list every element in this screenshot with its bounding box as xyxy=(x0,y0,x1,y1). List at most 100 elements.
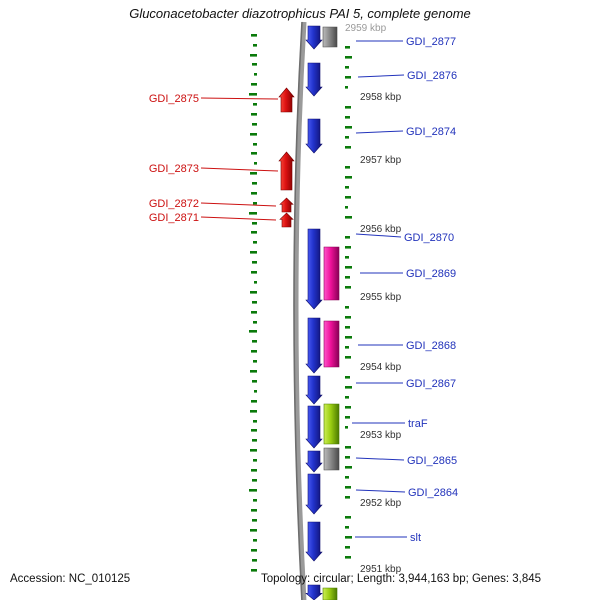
gene-glyph-GDI_2864[interactable] xyxy=(305,473,323,515)
gene-label-GDI_2873[interactable]: GDI_2873 xyxy=(149,163,199,175)
gene-label-line xyxy=(200,216,277,221)
genome-backbone-edge xyxy=(293,21,303,600)
gene-label-line xyxy=(355,233,402,238)
tick-mark xyxy=(254,281,257,284)
gene-glyph-GDI_2874[interactable] xyxy=(305,118,323,154)
gene-label-GDI_2868[interactable]: GDI_2868 xyxy=(406,340,456,352)
tick-mark xyxy=(250,133,257,136)
tick-mark xyxy=(252,519,257,522)
gene-glyph-GDI_2868[interactable] xyxy=(305,317,323,374)
gene-glyph-GDI_2872[interactable] xyxy=(279,197,294,213)
tick-mark xyxy=(249,330,257,333)
tick-mark xyxy=(345,136,349,139)
tick-mark xyxy=(253,420,257,423)
tick-mark xyxy=(345,106,351,109)
gene-label-traF[interactable]: traF xyxy=(408,418,428,430)
ruler-label: 2954 kbp xyxy=(360,362,402,373)
gene-label-GDI_2869[interactable]: GDI_2869 xyxy=(406,268,456,280)
ruler-label: 2958 kbp xyxy=(360,92,402,103)
tick-mark xyxy=(252,222,257,225)
tick-mark xyxy=(345,456,350,459)
tick-mark xyxy=(253,103,257,106)
gene-glyph[interactable] xyxy=(323,403,340,445)
gene-glyph-slt[interactable] xyxy=(305,521,323,562)
tick-mark xyxy=(345,266,352,269)
tick-mark xyxy=(251,113,257,116)
tick-mark xyxy=(345,186,349,189)
gene-glyph-GDI_2869[interactable] xyxy=(323,246,340,301)
tick-mark xyxy=(252,380,257,383)
gene-label-GDI_2867[interactable]: GDI_2867 xyxy=(406,378,456,390)
gene-glyph[interactable] xyxy=(305,584,323,600)
tick-mark xyxy=(251,34,257,37)
tick-mark xyxy=(253,360,257,363)
tick-mark xyxy=(251,83,257,86)
tick-mark xyxy=(345,376,350,379)
gene-glyph-GDI_2867[interactable] xyxy=(305,375,323,405)
tick-mark xyxy=(249,212,257,215)
gene-label-GDI_2876[interactable]: GDI_2876 xyxy=(407,70,457,82)
tick-mark xyxy=(345,406,351,409)
tick-mark xyxy=(345,126,352,129)
tick-mark xyxy=(345,516,351,519)
ruler-label: 2959 kbp xyxy=(345,23,387,34)
gene-label-GDI_2870[interactable]: GDI_2870 xyxy=(404,232,454,244)
tick-mark xyxy=(250,54,257,57)
tick-mark xyxy=(345,246,351,249)
tick-mark xyxy=(251,350,257,353)
tick-mark xyxy=(345,556,351,559)
gene-label-line xyxy=(355,489,406,493)
tick-mark xyxy=(345,546,350,549)
tick-mark xyxy=(345,56,352,59)
gene-label-GDI_2871[interactable]: GDI_2871 xyxy=(149,212,199,224)
gene-glyph-GDI_2873[interactable] xyxy=(278,151,295,191)
gene-label-GDI_2874[interactable]: GDI_2874 xyxy=(406,126,456,138)
tick-mark xyxy=(251,429,257,432)
tick-mark xyxy=(345,256,349,259)
tick-mark xyxy=(252,479,257,482)
gene-label-GDI_2865[interactable]: GDI_2865 xyxy=(407,455,457,467)
gene-glyph[interactable] xyxy=(305,25,323,50)
gene-glyph-GDI_2865[interactable] xyxy=(323,447,340,471)
tick-mark xyxy=(253,321,257,324)
ruler-label: 2955 kbp xyxy=(360,292,402,303)
gene-glyph-traF[interactable] xyxy=(305,405,323,449)
gene-glyph-GDI_2876[interactable] xyxy=(305,62,323,97)
tick-mark xyxy=(252,182,257,185)
tick-mark xyxy=(345,276,350,279)
tick-mark xyxy=(345,426,348,429)
gene-label-GDI_2872[interactable]: GDI_2872 xyxy=(149,198,199,210)
gene-glyph-GDI_2870[interactable] xyxy=(305,228,323,310)
gene-glyph-GDI_2871[interactable] xyxy=(279,212,294,228)
tick-mark xyxy=(345,446,351,449)
tick-mark xyxy=(250,370,257,373)
tick-mark xyxy=(345,66,349,69)
tick-mark xyxy=(345,416,350,419)
tick-mark xyxy=(249,489,257,492)
gene-label-line xyxy=(200,202,277,207)
tick-mark xyxy=(345,216,352,219)
tick-mark xyxy=(253,241,257,244)
gene-glyph-GDI_2877[interactable] xyxy=(322,26,338,48)
tick-mark xyxy=(252,340,257,343)
tick-mark xyxy=(345,86,348,89)
tick-mark xyxy=(252,301,257,304)
gene-label-line xyxy=(200,97,279,100)
gene-glyph[interactable] xyxy=(322,587,338,600)
ruler-label: 2957 kbp xyxy=(360,155,402,166)
tick-mark xyxy=(251,152,257,155)
tick-mark xyxy=(345,386,352,389)
tick-mark xyxy=(251,509,257,512)
gene-label-GDI_2877[interactable]: GDI_2877 xyxy=(406,36,456,48)
gene-label-slt[interactable]: slt xyxy=(410,532,421,544)
gene-label-line xyxy=(357,74,405,78)
gene-glyph[interactable] xyxy=(323,320,340,368)
tick-mark xyxy=(253,202,257,205)
gene-label-GDI_2864[interactable]: GDI_2864 xyxy=(408,487,458,499)
gene-label-GDI_2875[interactable]: GDI_2875 xyxy=(149,93,199,105)
gene-glyph-GDI_2875[interactable] xyxy=(278,87,295,113)
tick-mark xyxy=(345,116,350,119)
tick-mark xyxy=(345,496,350,499)
gene-glyph[interactable] xyxy=(305,450,323,473)
